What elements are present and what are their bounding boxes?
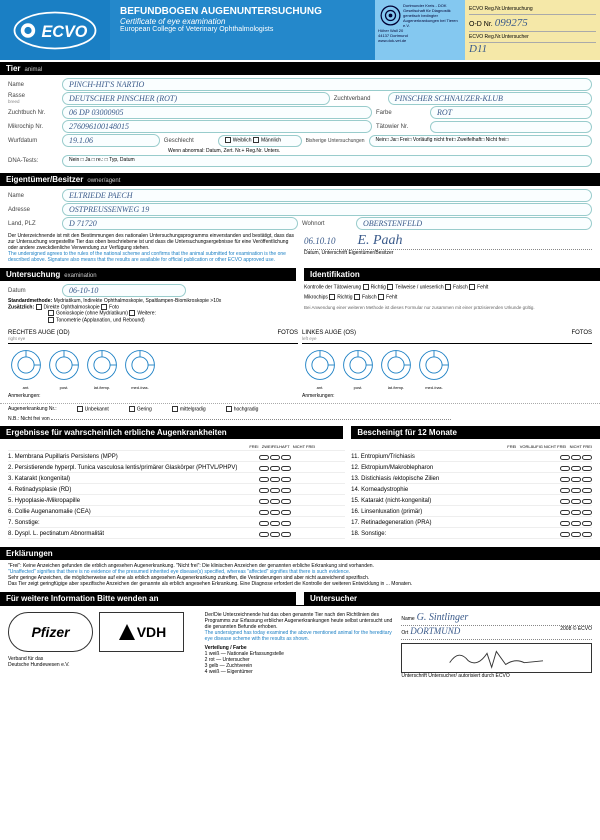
ident-bar: Identifikation [304, 268, 600, 281]
zuchtverband-field[interactable]: PINSCHER SCHNAUZER-KLUB [388, 92, 592, 105]
title-main: BEFUNDBOGEN AUGENUNTERSUCHUNG [120, 6, 365, 17]
od-value: 099275 [495, 17, 528, 29]
od-label: O-D Nr. [469, 21, 493, 28]
title-org: European College of Veterinary Ophthalmo… [120, 26, 365, 33]
wurf-field[interactable]: 19.1.06 [62, 134, 160, 147]
interp-text: "Frei": Keine Anzeichen gefunden die erb… [0, 560, 600, 590]
vdh-logo: VDH [99, 612, 184, 652]
eyes-section: RECHTES AUGE (OD) FOTOSright eye ant.pos… [0, 326, 600, 403]
footer-section: Pfizer VDH Verband für das Deutsche Hund… [0, 605, 600, 685]
ecvo-logo: ECVO [0, 0, 110, 60]
owner-form: NameELTRIEDE PAECH AdresseOSTPREUSSENWEG… [0, 186, 600, 266]
tattoo-field[interactable] [430, 121, 592, 133]
tier-bar: Tieranimal [0, 62, 600, 75]
title-box: BEFUNDBOGEN AUGENUNTERSUCHUNG Certificat… [110, 0, 375, 60]
untersuchung-bar: Untersuchungexamination [0, 268, 296, 281]
owner-wohnort[interactable]: OBERSTENFELD [356, 217, 592, 230]
tier-name[interactable]: PINCH-HIT'S NARTIO [62, 78, 592, 91]
svg-text:ECVO: ECVO [42, 22, 88, 40]
owner-land[interactable]: D 71720 [62, 217, 298, 230]
hohner-box: Dortmunder Kreis - DOK Gesellschaft für … [375, 0, 465, 60]
registration-box: ECVO Reg.Nr.Untersuchung O-D Nr. 099275 … [465, 0, 600, 60]
tier-form: NamePINCH-HIT'S NARTIO Rassebreed DEUTSC… [0, 75, 600, 171]
zuchtbuch-field[interactable]: 06 DP 03000905 [62, 106, 372, 119]
datum-field[interactable]: 06-10-10 [62, 284, 186, 297]
signature-box [401, 643, 592, 673]
farbe-field[interactable]: ROT [430, 106, 592, 119]
footer-bar-r: Untersucher [304, 592, 600, 605]
results-section: FREI ZWEIFELHAFT NICHT FREI1. Membrana P… [0, 439, 600, 545]
interp-bar: Erklärungen [0, 547, 600, 560]
bescheinigt-bar: Bescheinigt für 12 Monate [351, 426, 600, 439]
rasse-field[interactable]: DEUTSCHER PINSCHER (ROT) [62, 92, 330, 105]
reg-label-2: ECVO Reg.Nr.Untersucher [469, 32, 596, 43]
owner-name[interactable]: ELTRIEDE PAECH [62, 189, 592, 202]
footer-bar-l: Für weitere Information Bitte wenden an [0, 592, 296, 605]
results-bar: Ergebnisse für wahrscheinlich erbliche A… [0, 426, 343, 439]
owner-adresse[interactable]: OSTPREUSSENWEG 19 [62, 203, 592, 216]
reg2-value: D11 [469, 43, 596, 55]
header: ECVO BEFUNDBOGEN AUGENUNTERSUCHUNG Certi… [0, 0, 600, 60]
owner-bar: Eigentümer/Besitzerowner/agent [0, 173, 600, 186]
untersuchung-form: Datum06-10-10 Standardmethode: Mydriatik… [0, 281, 600, 326]
chip-field[interactable]: 276096100148015 [62, 120, 372, 133]
pfizer-logo: Pfizer [8, 612, 93, 652]
reg-label-1: ECVO Reg.Nr.Untersuchung [469, 4, 596, 15]
title-sub: Certificate of eye examination [120, 17, 365, 26]
